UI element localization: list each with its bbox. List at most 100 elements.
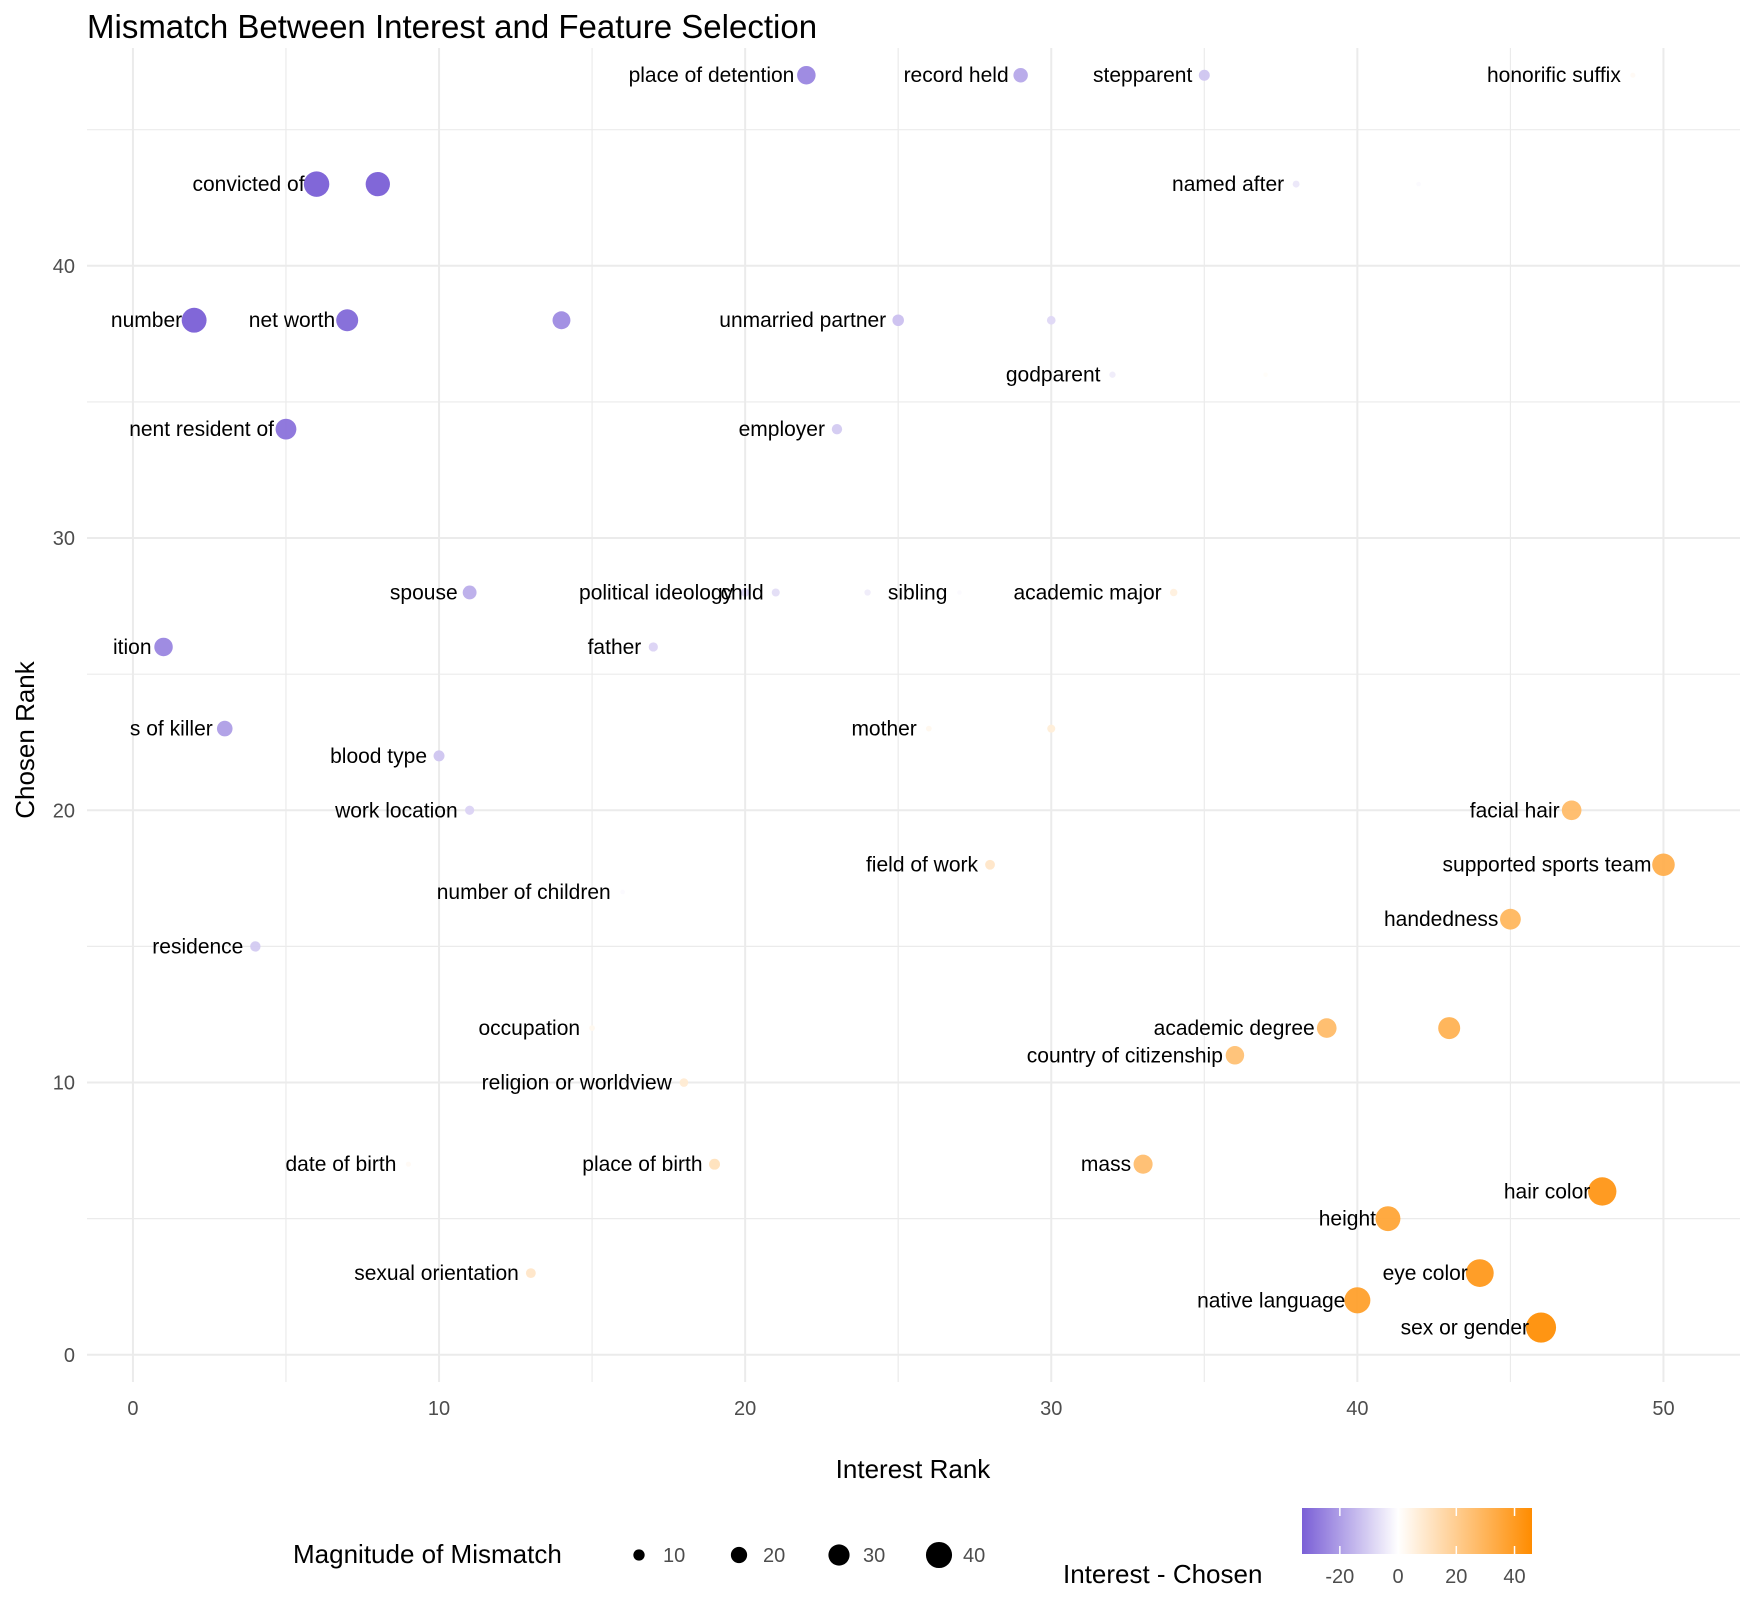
- point-label: blood type: [330, 745, 427, 768]
- data-point: [181, 307, 207, 333]
- size-legend-label: 40: [963, 1545, 985, 1567]
- data-point: [1465, 1259, 1494, 1287]
- size-legend-title: Magnitude of Mismatch: [293, 1539, 562, 1569]
- point-label: honorific suffix: [1487, 64, 1621, 87]
- y-tick-label: 10: [53, 1073, 75, 1095]
- data-point: [1169, 588, 1178, 597]
- data-point: [462, 585, 477, 600]
- point-label: field of work: [866, 854, 979, 877]
- data-point: [1046, 315, 1056, 325]
- x-tick-label: 40: [1346, 1398, 1368, 1420]
- data-point: [1013, 68, 1028, 83]
- point-label: sexual orientation: [354, 1262, 519, 1285]
- x-axis-title: Interest Rank: [836, 1454, 992, 1484]
- data-points: [154, 65, 1675, 1343]
- point-label: hair color: [1504, 1180, 1590, 1203]
- data-point: [250, 941, 261, 952]
- point-label: child: [721, 581, 764, 604]
- data-point: [1316, 1018, 1337, 1038]
- point-labels: place of detention record held stepparent h…: [111, 64, 1652, 1339]
- size-legend-key: [925, 1541, 953, 1569]
- point-label: net worth: [249, 309, 335, 332]
- point-label: handedness: [1384, 908, 1498, 931]
- x-tick-label: 50: [1652, 1398, 1674, 1420]
- data-point: [1225, 1046, 1245, 1065]
- color-legend-label: 40: [1503, 1566, 1525, 1588]
- point-label: academic major: [1013, 581, 1161, 604]
- point-label: number of children: [437, 881, 611, 904]
- point-label: supported sports team: [1443, 854, 1652, 877]
- size-legend-key: [828, 1544, 850, 1566]
- point-label: native language: [1197, 1289, 1345, 1312]
- data-point: [985, 859, 995, 870]
- point-label: ition: [113, 636, 152, 659]
- data-point: [797, 65, 816, 85]
- grid: [87, 48, 1740, 1382]
- data-point: [864, 589, 871, 596]
- point-label: stepparent: [1093, 64, 1192, 87]
- data-point: [1561, 800, 1582, 821]
- y-axis-title: Chosen Rank: [10, 660, 40, 819]
- y-tick-label: 30: [53, 528, 75, 550]
- point-label: occupation: [479, 1017, 581, 1040]
- size-legend-key: [633, 1549, 645, 1561]
- data-point: [1438, 1017, 1461, 1040]
- point-label: residence: [152, 935, 243, 958]
- point-label: eye color: [1383, 1262, 1468, 1285]
- data-point: [1375, 1206, 1401, 1232]
- point-label: number: [111, 309, 182, 332]
- x-tick-label: 30: [1040, 1398, 1062, 1420]
- data-point: [1109, 371, 1116, 378]
- point-label: godparent: [1006, 364, 1101, 387]
- data-point: [648, 642, 658, 652]
- data-point: [1588, 1177, 1617, 1206]
- data-point: [1525, 1312, 1557, 1343]
- color-bar: [1302, 1508, 1532, 1554]
- data-point: [1652, 853, 1675, 877]
- point-label: academic degree: [1154, 1017, 1315, 1040]
- point-label: sex or gender: [1401, 1317, 1529, 1340]
- x-tick-label: 10: [428, 1398, 450, 1420]
- point-label: mass: [1081, 1153, 1131, 1176]
- data-point: [303, 171, 330, 197]
- data-point: [1344, 1287, 1371, 1314]
- point-label: unmarried partner: [719, 309, 886, 332]
- data-point: [216, 720, 233, 737]
- data-point: [709, 1158, 721, 1170]
- data-point: [1416, 181, 1421, 187]
- data-point: [1630, 72, 1636, 78]
- data-point: [1292, 180, 1300, 188]
- data-point: [405, 1161, 411, 1167]
- data-point: [1500, 908, 1521, 930]
- point-label: sibling: [888, 581, 948, 604]
- size-legend: Magnitude of Mismatch 10 20 30 40: [293, 1539, 985, 1569]
- data-point: [771, 588, 780, 597]
- axis-ticks: 0 10 20 30 40 50 0 10 20 30 40: [53, 256, 1675, 1420]
- point-label: facial hair: [1470, 799, 1560, 822]
- data-point: [365, 171, 390, 197]
- y-tick-label: 20: [53, 800, 75, 822]
- point-label: convicted of: [193, 173, 305, 196]
- point-label: mother: [851, 718, 916, 741]
- chart-title: Mismatch Between Interest and Feature Se…: [87, 8, 817, 45]
- color-legend-label: 20: [1445, 1566, 1467, 1588]
- size-legend-key: [730, 1546, 748, 1564]
- color-legend-title: Interest - Chosen: [1063, 1559, 1262, 1589]
- point-label: record held: [904, 64, 1009, 87]
- point-label: date of birth: [286, 1153, 397, 1176]
- data-point: [925, 725, 932, 732]
- data-point: [433, 750, 445, 762]
- point-label: place of detention: [629, 64, 795, 87]
- point-label: nent resident of: [129, 418, 274, 441]
- data-point: [740, 588, 750, 597]
- y-tick-label: 0: [64, 1345, 75, 1367]
- x-tick-label: 20: [734, 1398, 756, 1420]
- data-point: [154, 637, 173, 657]
- x-tick-label: 0: [127, 1398, 138, 1420]
- data-point: [589, 1025, 595, 1031]
- size-legend-label: 20: [763, 1545, 785, 1567]
- size-legend-label: 30: [863, 1545, 885, 1567]
- point-label: s of killer: [130, 718, 213, 741]
- point-label: political ideology: [579, 581, 734, 604]
